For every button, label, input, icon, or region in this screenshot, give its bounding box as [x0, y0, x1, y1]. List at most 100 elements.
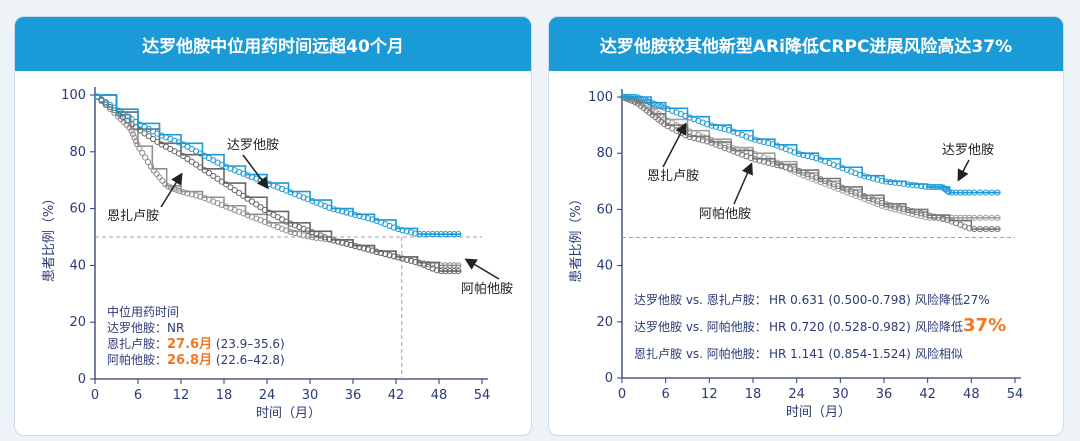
censor-marker: [142, 154, 149, 161]
censor-marker: [356, 212, 363, 220]
censor-marker: [887, 179, 894, 186]
y-tick-label: 0: [78, 372, 86, 387]
censor-marker: [896, 204, 903, 211]
censor-marker: [904, 206, 912, 214]
censor-marker: [176, 187, 183, 195]
censor-marker: [235, 189, 243, 197]
median-heading: 中位用药时间: [107, 304, 179, 319]
censor-marker: [869, 175, 877, 182]
censor-marker: [637, 95, 645, 102]
censor-marker: [144, 158, 152, 166]
callout-label: 达罗他胺: [227, 138, 279, 153]
censor-marker: [957, 189, 964, 196]
censor-marker: [804, 152, 811, 160]
censor-marker: [343, 209, 350, 216]
hr-value: HR 1.141 (0.854-1.524): [769, 347, 911, 361]
censor-marker: [626, 93, 633, 101]
censor-marker: [433, 267, 440, 274]
censor-marker: [145, 133, 152, 140]
x-tick-label: 0: [618, 387, 626, 402]
censor-marker: [153, 170, 160, 178]
chart-title: 达罗他胺中位用药时间远超40个月: [15, 17, 531, 71]
hr-comparison: 达罗他胺 vs. 恩扎卢胺：: [634, 292, 767, 307]
censor-marker: [356, 244, 363, 251]
y-tick-label: 40: [69, 258, 86, 273]
censor-marker: [395, 254, 402, 261]
km-chart-left: 0 20 40 60 80 100 0 6 12 18 24 30 36 42 48 54 时间（月） 患者比例（…: [42, 87, 513, 421]
censor-marker: [988, 189, 995, 196]
censor-marker: [891, 203, 899, 210]
hr-highlight: 37%: [963, 315, 1006, 336]
x-tick-label: 12: [701, 387, 718, 402]
censor-marker: [948, 189, 955, 196]
censor-marker: [147, 163, 154, 170]
censor-marker: [300, 232, 307, 239]
censor-marker: [939, 215, 947, 223]
censor-marker: [149, 135, 157, 143]
censor-marker: [223, 181, 230, 188]
censor-marker: [994, 225, 1001, 233]
censor-marker: [283, 227, 290, 234]
censor-marker: [180, 189, 187, 196]
censor-marker: [360, 245, 367, 252]
censor-marker: [180, 152, 187, 160]
hr-note-text: 风险降低27%: [915, 292, 990, 307]
chart-panel-right: 达罗他胺较其他新型ARi降低CRPC进展风险高达37% 0 20 40 60 80 100…: [548, 16, 1064, 436]
censor-marker: [173, 186, 180, 193]
callout-label: 恩扎卢胺: [647, 168, 699, 184]
censor-marker: [287, 228, 294, 235]
y-tick-label: 20: [596, 315, 613, 330]
censor-marker: [137, 127, 144, 134]
censor-marker: [197, 193, 204, 200]
censor-marker: [971, 189, 978, 196]
censor-marker: [339, 239, 346, 246]
censor-marker: [976, 214, 984, 221]
censor-marker: [646, 98, 653, 106]
censor-marker: [291, 229, 299, 237]
censor-marker: [935, 214, 942, 221]
x-tick-label: 6: [134, 388, 142, 403]
callout-arrow: [957, 159, 970, 182]
censor-marker: [369, 247, 376, 254]
censor-marker: [296, 231, 303, 238]
y-axis-title: 患者比例（%）: [569, 192, 584, 282]
censor-marker: [128, 127, 135, 134]
x-tick-label: 30: [302, 388, 319, 403]
censor-marker: [412, 230, 419, 237]
censor-marker: [156, 174, 163, 181]
censor-marker: [399, 255, 406, 262]
censor-marker: [129, 131, 137, 138]
censor-marker: [304, 233, 311, 240]
censor-marker: [640, 96, 647, 103]
censor-marker: [945, 188, 952, 196]
x-axis-title: 时间（月）: [786, 405, 851, 420]
censor-marker: [352, 242, 359, 250]
censor-marker: [403, 256, 410, 263]
censor-marker: [913, 209, 920, 216]
censor-marker: [922, 183, 929, 190]
callout-arrow: [160, 172, 183, 208]
censor-marker: [227, 184, 234, 191]
censor-marker: [891, 179, 899, 186]
y-axis-title: 患者比例（%）: [42, 192, 57, 282]
callout-arrow: [662, 122, 687, 168]
median-drug: 阿帕他胺：: [107, 352, 167, 367]
censor-marker: [643, 97, 650, 105]
censor-marker: [364, 246, 372, 253]
censor-marker: [184, 155, 191, 162]
median-row: 阿帕他胺：26.8月 (22.6–42.8): [107, 352, 285, 368]
censor-marker: [721, 125, 728, 133]
censor-marker: [446, 267, 453, 275]
x-tick-label: 30: [832, 387, 849, 402]
censor-marker: [904, 181, 912, 188]
censor-marker: [699, 137, 706, 144]
censor-marker: [795, 150, 802, 157]
hr-note: 风险降低37%: [915, 315, 1006, 336]
censor-marker: [909, 207, 916, 215]
censor-marker: [106, 101, 114, 109]
censor-marker: [661, 104, 668, 111]
censor-marker: [652, 101, 659, 108]
censor-marker: [988, 214, 995, 221]
x-tick-label: 48: [963, 387, 980, 402]
callout-label: 阿帕他胺: [699, 207, 751, 222]
